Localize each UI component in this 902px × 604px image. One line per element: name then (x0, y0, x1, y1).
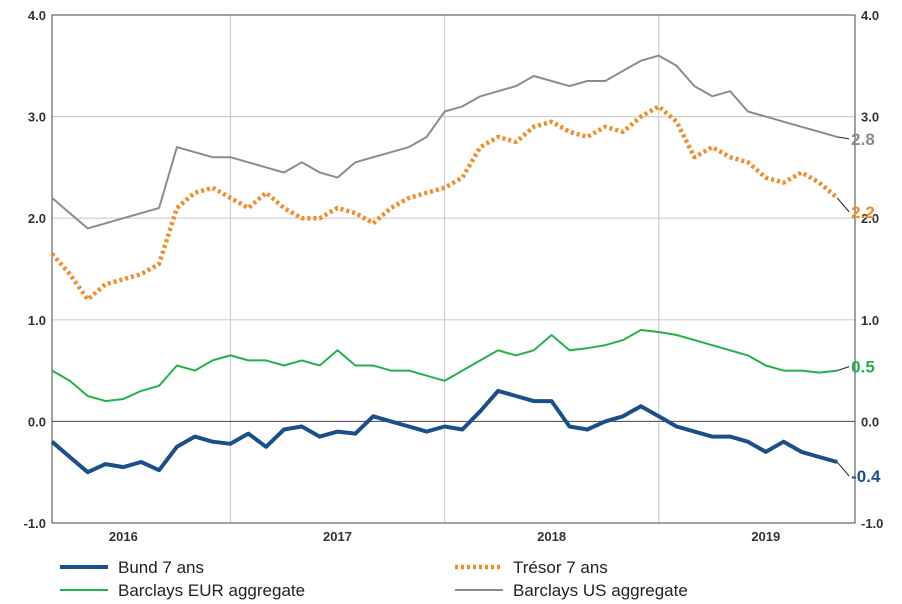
end-label-2: 0.5 (851, 358, 875, 377)
grid (52, 15, 855, 523)
series-line-0 (50, 388, 838, 475)
x-tick-3: 2019 (751, 529, 780, 544)
y-tick-right-2: 1.0 (861, 313, 879, 328)
end-label-leader-3 (837, 136, 850, 140)
end-labels: -0.4 2.2 0.5 2.8 (836, 130, 881, 486)
end-label-leader-2 (836, 366, 850, 372)
y-tick-left-4: 3.0 (28, 110, 46, 125)
series-line-3 (51, 54, 838, 230)
y-tick-right-3: 2.0 (861, 211, 879, 226)
y-axis-left: -1.0 0.0 1.0 2.0 3.0 4.0 (24, 8, 46, 531)
series-layer (50, 54, 839, 475)
y-tick-left-0: -1.0 (24, 516, 46, 531)
y-tick-left-5: 4.0 (28, 8, 46, 23)
series-line-2 (51, 329, 838, 403)
y-tick-right-5: 4.0 (861, 8, 879, 23)
y-tick-right-0: -1.0 (861, 516, 883, 531)
y-tick-left-3: 2.0 (28, 211, 46, 226)
end-label-0: -0.4 (851, 467, 881, 486)
y-tick-right-4: 3.0 (861, 110, 879, 125)
end-label-3: 2.8 (851, 130, 875, 149)
x-tick-2: 2018 (537, 529, 566, 544)
end-label-leader-1 (836, 197, 850, 213)
legend-label-1: Trésor 7 ans (513, 558, 608, 577)
legend-label-2: Barclays EUR aggregate (118, 581, 305, 600)
x-tick-0: 2016 (109, 529, 138, 544)
legend: Bund 7 ans Trésor 7 ans Barclays EUR aggre… (60, 558, 688, 600)
x-axis: 2016 2017 2018 2019 (109, 529, 780, 544)
x-tick-1: 2017 (323, 529, 352, 544)
y-tick-left-1: 0.0 (28, 414, 46, 429)
y-axis-right: -1.0 0.0 1.0 2.0 3.0 4.0 (861, 8, 883, 531)
y-tick-left-2: 1.0 (28, 313, 46, 328)
y-tick-right-1: 0.0 (861, 414, 879, 429)
end-label-leader-0 (836, 461, 850, 477)
series-line-1 (50, 104, 839, 302)
legend-label-3: Barclays US aggregate (513, 581, 688, 600)
plot-frame (51, 14, 856, 524)
legend-label-0: Bund 7 ans (118, 558, 204, 577)
end-label-1: 2.2 (851, 203, 875, 222)
